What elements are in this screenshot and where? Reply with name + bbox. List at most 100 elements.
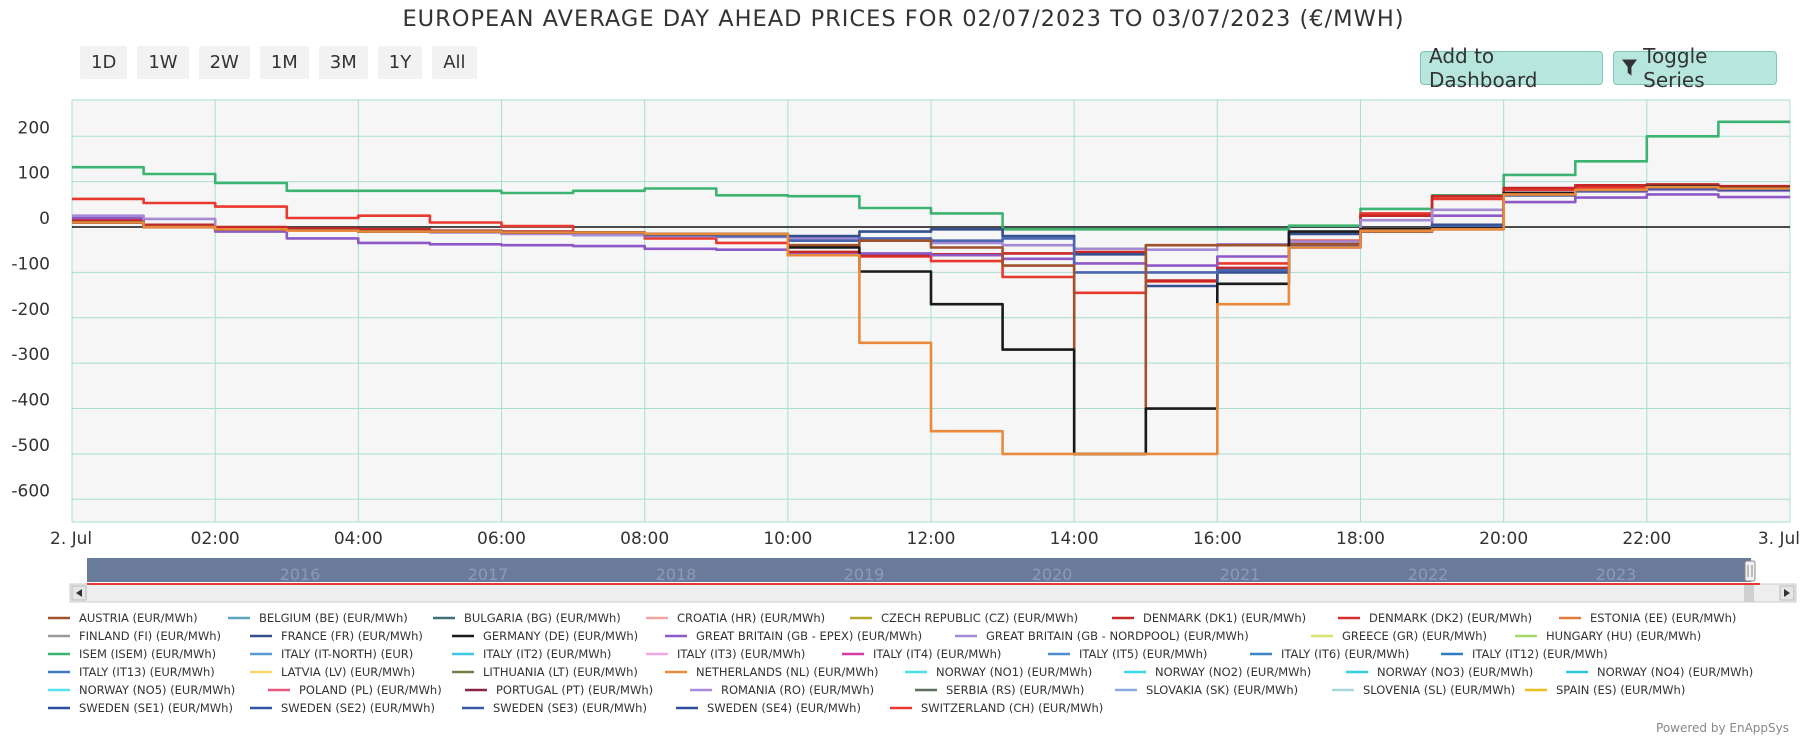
legend-item[interactable]: SWITZERLAND (CH) (EUR/MWh) bbox=[890, 701, 1103, 715]
range-button-3m[interactable]: 3M bbox=[318, 46, 368, 79]
legend-item[interactable]: NORWAY (NO3) (EUR/MWh) bbox=[1346, 665, 1533, 679]
legend-label: HUNGARY (HU) (EUR/MWh) bbox=[1546, 629, 1701, 643]
legend-item[interactable]: NORWAY (NO5) (EUR/MWh) bbox=[48, 683, 235, 697]
legend-item[interactable]: LATVIA (LV) (EUR/MWh) bbox=[250, 665, 415, 679]
legend-label: ISEM (ISEM) (EUR/MWh) bbox=[79, 647, 216, 661]
legend-item[interactable]: ROMANIA (RO) (EUR/MWh) bbox=[690, 683, 874, 697]
x-tick-label: 08:00 bbox=[620, 529, 669, 549]
legend-label: ROMANIA (RO) (EUR/MWh) bbox=[721, 683, 874, 697]
legend-label: BELGIUM (BE) (EUR/MWh) bbox=[259, 611, 408, 625]
legend-item[interactable]: SWEDEN (SE3) (EUR/MWh) bbox=[462, 701, 647, 715]
legend-item[interactable]: SWEDEN (SE1) (EUR/MWh) bbox=[48, 701, 233, 715]
add-to-dashboard-button[interactable]: Add to Dashboard bbox=[1420, 44, 1603, 92]
filter-icon bbox=[1622, 59, 1638, 76]
legend-label: ITALY (IT6) (EUR/MWh) bbox=[1281, 647, 1409, 661]
legend-item[interactable]: SLOVENIA (SL) (EUR/MWh) bbox=[1332, 683, 1515, 697]
legend-label: ITALY (IT5) (EUR/MWh) bbox=[1079, 647, 1207, 661]
range-button-1d[interactable]: 1D bbox=[80, 46, 128, 79]
legend-item[interactable]: CZECH REPUBLIC (CZ) (EUR/MWh) bbox=[850, 611, 1078, 625]
legend-label: ITALY (IT12) (EUR/MWh) bbox=[1472, 647, 1608, 661]
x-tick-label: 16:00 bbox=[1193, 529, 1242, 549]
legend-item[interactable]: GREECE (GR) (EUR/MWh) bbox=[1311, 629, 1487, 643]
legend-label: NORWAY (NO4) (EUR/MWh) bbox=[1597, 665, 1753, 679]
legend-item[interactable]: SWEDEN (SE4) (EUR/MWh) bbox=[676, 701, 861, 715]
y-tick-label: 100 bbox=[18, 164, 50, 184]
legend-label: SLOVENIA (SL) (EUR/MWh) bbox=[1363, 683, 1515, 697]
legend-item[interactable]: ITALY (IT-NORTH) (EUR) bbox=[250, 647, 413, 661]
range-button-all[interactable]: All bbox=[432, 46, 477, 79]
navigator-scrollbar-track bbox=[69, 583, 1797, 603]
y-tick-label: -200 bbox=[11, 300, 50, 320]
legend: AUSTRIA (EUR/MWh) BELGIUM (BE) (EUR/MWh) B… bbox=[48, 611, 1753, 715]
legend-item[interactable]: FINLAND (FI) (EUR/MWh) bbox=[48, 629, 221, 643]
legend-label: SWEDEN (SE2) (EUR/MWh) bbox=[281, 701, 435, 715]
legend-label: ITALY (IT2) (EUR/MWh) bbox=[483, 647, 611, 661]
navigator[interactable]: 2016 2017 2018 2019 2020 2021 2022 2023 bbox=[69, 558, 1797, 603]
legend-item[interactable]: ITALY (IT4) (EUR/MWh) bbox=[842, 647, 1001, 661]
legend-label: DENMARK (DK2) (EUR/MWh) bbox=[1369, 611, 1532, 625]
arrow-left-icon bbox=[76, 589, 82, 597]
navigator-handle bbox=[1744, 560, 1756, 582]
legend-item[interactable]: PORTUGAL (PT) (EUR/MWh) bbox=[465, 683, 653, 697]
navigator-year-label: 2017 bbox=[468, 565, 509, 584]
legend-item[interactable]: BULGARIA (BG) (EUR/MWh) bbox=[433, 611, 621, 625]
legend-item[interactable]: LITHUANIA (LT) (EUR/MWh) bbox=[452, 665, 638, 679]
legend-item[interactable]: SWEDEN (SE2) (EUR/MWh) bbox=[250, 701, 435, 715]
legend-item[interactable]: GERMANY (DE) (EUR/MWh) bbox=[452, 629, 638, 643]
legend-label: SWEDEN (SE1) (EUR/MWh) bbox=[79, 701, 233, 715]
legend-label: PORTUGAL (PT) (EUR/MWh) bbox=[496, 683, 653, 697]
legend-label: GERMANY (DE) (EUR/MWh) bbox=[483, 629, 638, 643]
legend-label: NORWAY (NO3) (EUR/MWh) bbox=[1377, 665, 1533, 679]
legend-label: ITALY (IT4) (EUR/MWh) bbox=[873, 647, 1001, 661]
legend-label: GREAT BRITAIN (GB - EPEX) (EUR/MWh) bbox=[696, 629, 922, 643]
legend-item[interactable]: ITALY (IT5) (EUR/MWh) bbox=[1048, 647, 1207, 661]
legend-item[interactable]: FRANCE (FR) (EUR/MWh) bbox=[250, 629, 423, 643]
range-button-2w[interactable]: 2W bbox=[198, 46, 250, 79]
legend-item[interactable]: ITALY (IT12) (EUR/MWh) bbox=[1441, 647, 1608, 661]
legend-item[interactable]: ITALY (IT6) (EUR/MWh) bbox=[1250, 647, 1409, 661]
legend-label: SERBIA (RS) (EUR/MWh) bbox=[946, 683, 1084, 697]
legend-item[interactable]: NORWAY (NO2) (EUR/MWh) bbox=[1124, 665, 1311, 679]
y-tick-label: -500 bbox=[11, 436, 50, 456]
legend-item[interactable]: ITALY (IT2) (EUR/MWh) bbox=[452, 647, 611, 661]
range-button-1w[interactable]: 1W bbox=[137, 46, 189, 79]
navigator-year-label: 2022 bbox=[1408, 565, 1449, 584]
legend-item[interactable]: ITALY (IT13) (EUR/MWh) bbox=[48, 665, 215, 679]
x-tick-label: 12:00 bbox=[907, 529, 956, 549]
x-tick-label: 14:00 bbox=[1050, 529, 1099, 549]
legend-item[interactable]: POLAND (PL) (EUR/MWh) bbox=[268, 683, 442, 697]
legend-item[interactable]: DENMARK (DK2) (EUR/MWh) bbox=[1338, 611, 1532, 625]
legend-item[interactable]: NETHERLANDS (NL) (EUR/MWh) bbox=[665, 665, 879, 679]
legend-item[interactable]: GREAT BRITAIN (GB - NORDPOOL) (EUR/MWh) bbox=[955, 629, 1249, 643]
toggle-series-button[interactable]: Toggle Series bbox=[1613, 44, 1777, 92]
legend-item[interactable]: AUSTRIA (EUR/MWh) bbox=[48, 611, 198, 625]
range-button-1m[interactable]: 1M bbox=[259, 46, 309, 79]
legend-item[interactable]: ISEM (ISEM) (EUR/MWh) bbox=[48, 647, 216, 661]
y-tick-label: -100 bbox=[11, 254, 50, 274]
legend-item[interactable]: NORWAY (NO4) (EUR/MWh) bbox=[1566, 665, 1753, 679]
legend-label: SWITZERLAND (CH) (EUR/MWh) bbox=[921, 701, 1103, 715]
footer-credit: Powered by EnAppSys bbox=[1656, 721, 1789, 735]
legend-label: DENMARK (DK1) (EUR/MWh) bbox=[1143, 611, 1306, 625]
navigator-year-label: 2016 bbox=[280, 565, 321, 584]
legend-item[interactable]: DENMARK (DK1) (EUR/MWh) bbox=[1112, 611, 1306, 625]
legend-item[interactable]: NORWAY (NO1) (EUR/MWh) bbox=[905, 665, 1092, 679]
legend-item[interactable]: BELGIUM (BE) (EUR/MWh) bbox=[228, 611, 408, 625]
x-tick-label: 04:00 bbox=[334, 529, 383, 549]
legend-item[interactable]: SERBIA (RS) (EUR/MWh) bbox=[915, 683, 1084, 697]
legend-item[interactable]: ESTONIA (EE) (EUR/MWh) bbox=[1559, 611, 1736, 625]
legend-item[interactable]: HUNGARY (HU) (EUR/MWh) bbox=[1515, 629, 1701, 643]
range-button-1y[interactable]: 1Y bbox=[377, 46, 423, 79]
legend-label: LATVIA (LV) (EUR/MWh) bbox=[281, 665, 415, 679]
x-tick-label: 02:00 bbox=[191, 529, 240, 549]
toggle-series-label: Toggle Series bbox=[1643, 44, 1708, 92]
series-line-isem-isem-eur-mwh bbox=[72, 120, 1790, 231]
range-selector: 1D 1W 2W 1M 3M 1Y All bbox=[80, 46, 477, 79]
legend-item[interactable]: SLOVAKIA (SK) (EUR/MWh) bbox=[1115, 683, 1298, 697]
legend-item[interactable]: GREAT BRITAIN (GB - EPEX) (EUR/MWh) bbox=[665, 629, 922, 643]
legend-item[interactable]: ITALY (IT3) (EUR/MWh) bbox=[646, 647, 805, 661]
legend-label: GREECE (GR) (EUR/MWh) bbox=[1342, 629, 1487, 643]
legend-item[interactable]: CROATIA (HR) (EUR/MWh) bbox=[646, 611, 825, 625]
legend-item[interactable]: SPAIN (ES) (EUR/MWh) bbox=[1525, 683, 1685, 697]
navigator-year-label: 2020 bbox=[1032, 565, 1073, 584]
